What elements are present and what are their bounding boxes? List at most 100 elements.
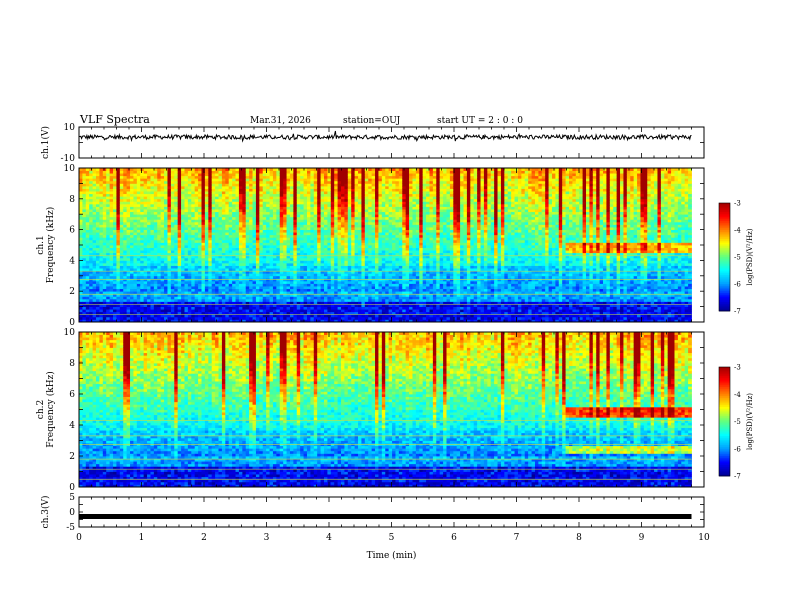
spectrogram-cell xyxy=(218,185,223,189)
spectrogram-cell xyxy=(341,247,345,251)
spectrogram-cell xyxy=(293,309,298,313)
spectrogram-cell xyxy=(317,304,321,307)
spectrogram-cell xyxy=(306,227,311,230)
spectrogram-cell xyxy=(85,188,90,192)
spectrogram-cell xyxy=(113,198,117,202)
spectrogram-cell xyxy=(320,180,325,184)
spectrogram-cell xyxy=(235,255,240,259)
spectrogram-cell xyxy=(85,268,90,272)
spectrogram-cell xyxy=(266,275,270,279)
spectrogram-cell xyxy=(324,273,328,277)
spectrogram-cell xyxy=(136,270,141,274)
spectrogram-cell xyxy=(324,265,328,269)
spectrogram-cell xyxy=(300,214,304,218)
spectrogram-cell xyxy=(119,201,124,205)
spectrogram-cell xyxy=(109,309,114,313)
spectrogram-cell xyxy=(238,214,243,218)
spectrogram-cell xyxy=(324,296,328,300)
spectrogram-cell xyxy=(221,296,226,300)
spectrogram-cell xyxy=(283,255,287,259)
spectrogram-cell xyxy=(330,221,335,225)
spectrogram-cell xyxy=(228,316,233,320)
spectrogram-cell xyxy=(194,234,199,238)
spectrogram-cell xyxy=(266,219,270,223)
spectrogram-cell xyxy=(289,265,294,269)
spectrogram-cell xyxy=(147,239,151,243)
spectrogram-cell xyxy=(283,237,287,241)
spectrogram-cell xyxy=(82,203,87,207)
spectrogram-cell xyxy=(198,257,202,261)
spectrogram-cell xyxy=(327,175,332,179)
spectrogram-cell xyxy=(79,301,83,305)
spectrogram-cell xyxy=(174,173,179,177)
spectrogram-cell xyxy=(157,247,162,251)
spectrogram-cell xyxy=(225,293,230,297)
spectrogram-cell xyxy=(324,245,328,248)
spectrogram-cell xyxy=(303,185,308,189)
spectrogram-cell xyxy=(351,193,356,197)
spectrogram-cell xyxy=(201,191,206,195)
spectrogram-cell xyxy=(194,242,199,246)
spectrogram-cell xyxy=(351,214,356,218)
spectrogram-cell xyxy=(310,268,315,272)
spectrogram-cell xyxy=(266,298,270,302)
spectrogram-cell xyxy=(286,178,291,182)
spectrogram-cell xyxy=(102,247,107,251)
spectrogram-cell xyxy=(126,309,131,313)
spectrogram-cell xyxy=(211,283,216,287)
spectrogram-cell xyxy=(255,185,260,189)
spectrogram-cell xyxy=(194,296,199,300)
spectrogram-cell xyxy=(201,296,206,300)
spectrogram-cell xyxy=(130,221,134,225)
spectrogram-cell xyxy=(164,180,168,184)
spectrogram-cell xyxy=(211,296,216,300)
spectrogram-cell xyxy=(245,250,250,254)
spectrogram-cell xyxy=(150,209,155,213)
spectrogram-cell xyxy=(92,201,97,205)
spectrogram-cell xyxy=(119,275,124,279)
spectrogram-cell xyxy=(215,221,219,225)
spectrogram-cell xyxy=(198,260,202,264)
spectrogram-cell xyxy=(330,265,335,269)
spectrogram-cell xyxy=(123,193,128,197)
spectrogram-cell xyxy=(262,306,267,310)
spectrogram-cell xyxy=(201,280,206,284)
spectrogram-cell xyxy=(215,319,219,323)
spectrogram-cell xyxy=(347,257,352,261)
spectrogram-cell xyxy=(252,247,257,251)
spectrogram-cell xyxy=(293,311,298,315)
spectrogram-cell xyxy=(211,255,216,259)
spectrogram-cell xyxy=(92,232,97,236)
spectrogram-cell xyxy=(283,180,287,184)
spectrogram-cell xyxy=(303,224,308,228)
spectrogram-cell xyxy=(136,275,141,279)
spectrogram-cell xyxy=(170,304,175,307)
spectrogram-cell xyxy=(106,173,111,177)
spectrogram-cell xyxy=(85,250,90,254)
spectrogram-cell xyxy=(228,175,233,179)
spectrogram-cell xyxy=(184,309,189,313)
spectrogram-cell xyxy=(344,239,349,243)
spectrogram-cell xyxy=(96,309,100,313)
spectrogram-cell xyxy=(266,304,270,307)
spectrogram-cell xyxy=(272,206,277,210)
spectrogram-cell xyxy=(201,237,206,241)
spectrogram-cell xyxy=(317,309,321,313)
spectrogram-cell xyxy=(337,273,342,277)
spectrogram-cell xyxy=(320,309,325,313)
spectrogram-cell xyxy=(259,273,264,277)
spectrogram-cell xyxy=(262,250,267,254)
spectrogram-cell xyxy=(177,175,182,179)
spectrogram-cell xyxy=(296,288,301,292)
spectrogram-cell xyxy=(300,309,304,313)
spectrogram-cell xyxy=(313,319,318,323)
spectrogram-cell xyxy=(99,229,104,233)
spectrogram-cell xyxy=(337,196,342,200)
spectrogram-cell xyxy=(102,255,107,259)
spectrogram-cell xyxy=(215,260,219,264)
spectrogram-cell xyxy=(232,291,236,295)
spectrogram-cell xyxy=(221,173,226,177)
spectrogram-cell xyxy=(140,257,145,261)
spectrogram-cell xyxy=(174,296,179,300)
spectrogram-cell xyxy=(259,180,264,184)
